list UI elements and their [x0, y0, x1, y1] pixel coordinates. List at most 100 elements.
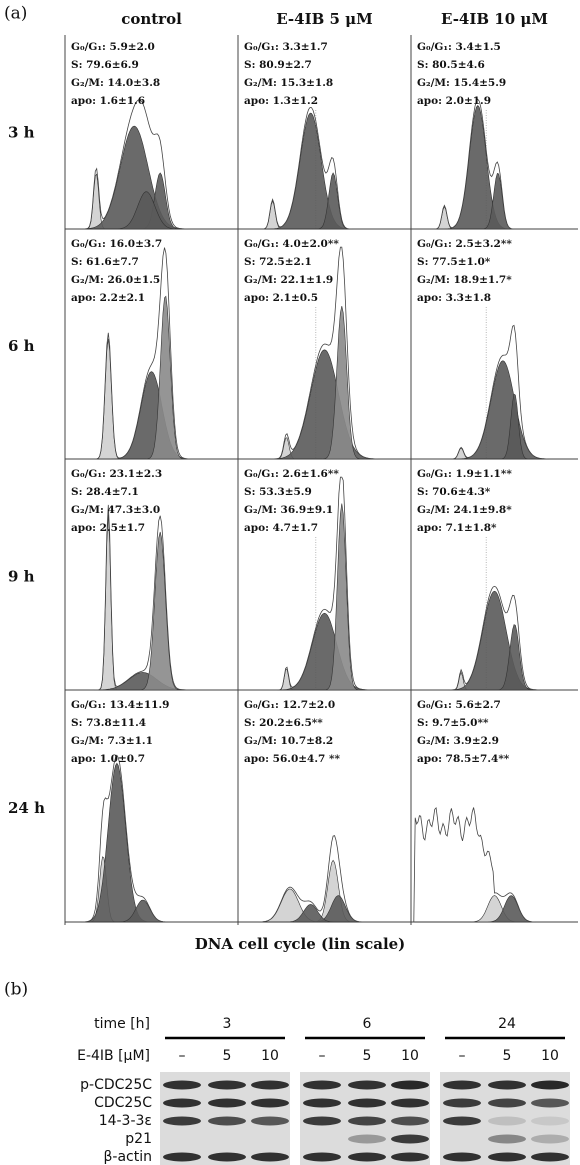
cell-stat: G₂/M: 36.9±9.1 [244, 504, 333, 516]
cell-stat: G₂/M: 18.9±1.7* [417, 274, 512, 286]
histogram-fill [411, 896, 578, 922]
cell-stat: S: 53.3±5.9 [244, 486, 312, 498]
cell-stat: G₀/G₁: 5.6±2.7 [417, 699, 501, 711]
histogram-fill [238, 860, 411, 922]
blot-band [208, 1153, 246, 1162]
figure: (a) DNA cell cycle (lin scale) (b) time … [0, 0, 580, 1165]
cell-stat: G₂/M: 24.1±9.8* [417, 504, 512, 516]
dose-value: 10 [401, 1048, 419, 1064]
dose-value: – [459, 1048, 466, 1064]
blot-band [348, 1117, 386, 1126]
blot-band [443, 1081, 481, 1090]
blot-band [348, 1081, 386, 1090]
cell-stat: S: 70.6±4.3* [417, 486, 491, 498]
blot-band [391, 1117, 429, 1126]
cell-stat: S: 72.5±2.1 [244, 256, 312, 268]
cell-stat: apo: 7.1±1.8* [417, 522, 497, 534]
blot-band [303, 1117, 341, 1126]
protein-label: p-CDC25C [80, 1077, 152, 1093]
cell-stat: apo: 2.5±1.7 [71, 522, 145, 534]
histogram-fill [411, 361, 578, 459]
cell-stat: G₀/G₁: 2.5±3.2** [417, 238, 512, 250]
histogram-outline [65, 755, 238, 922]
cell-stat: apo: 78.5±7.4** [417, 753, 510, 765]
cell-stat: apo: 56.0±4.7 ** [244, 753, 340, 765]
blot-band [531, 1117, 569, 1126]
column-header: E-4IB 5 μM [276, 10, 373, 28]
blot-band [531, 1135, 569, 1144]
dose-value: 5 [223, 1048, 232, 1064]
cell-stat: G₀/G₁: 3.3±1.7 [244, 41, 328, 53]
cell-stat: G₀/G₁: 2.6±1.6** [244, 468, 339, 480]
time-value: 6 [363, 1016, 372, 1032]
blot-band [163, 1117, 201, 1126]
histogram-fill [411, 173, 578, 229]
cell-stat: S: 61.6±7.7 [71, 256, 139, 268]
cell-stat: apo: 2.0±1.9 [417, 95, 491, 107]
blot-band [208, 1099, 246, 1108]
blot-band [443, 1099, 481, 1108]
protein-label: p21 [125, 1131, 152, 1147]
dose-value: 5 [363, 1048, 372, 1064]
blot-band [163, 1099, 201, 1108]
protein-label: β-actin [103, 1149, 152, 1165]
cell-stat: G₂/M: 15.4±5.9 [417, 77, 506, 89]
histogram-fill [65, 532, 238, 690]
cell-stat: apo: 2.1±0.5 [244, 292, 318, 304]
cell-stat: S: 77.5±1.0* [417, 256, 491, 268]
panel-label: (b) [4, 980, 28, 1000]
cell-stat: G₂/M: 7.3±1.1 [71, 735, 153, 747]
blot-band [443, 1153, 481, 1162]
cell-stat: apo: 1.6±1.6 [71, 95, 145, 107]
x-axis-label: DNA cell cycle (lin scale) [195, 935, 406, 953]
cell-stat: apo: 4.7±1.7 [244, 522, 318, 534]
cell-stat: G₂/M: 14.0±3.8 [71, 77, 160, 89]
cell-stat: G₂/M: 10.7±8.2 [244, 735, 333, 747]
blot-band [251, 1153, 289, 1162]
dose-value: 10 [261, 1048, 279, 1064]
protein-label: 14-3-3ε [99, 1113, 152, 1129]
cell-stat: apo: 1.0±0.7 [71, 753, 145, 765]
blot-band [303, 1153, 341, 1162]
histogram-fill [238, 613, 411, 690]
blot-band [391, 1081, 429, 1090]
cell-stat: apo: 3.3±1.8 [417, 292, 491, 304]
blot-band [303, 1099, 341, 1108]
treatment-label: E-4IB [μM] [77, 1048, 150, 1064]
blot-band [391, 1099, 429, 1108]
cell-stat: apo: 1.3±1.2 [244, 95, 318, 107]
row-label: 24 h [8, 799, 45, 817]
cell-stat: G₀/G₁: 13.4±11.9 [71, 699, 169, 711]
cell-stat: G₀/G₁: 4.0±2.0** [244, 238, 339, 250]
cell-stat: S: 28.4±7.1 [71, 486, 139, 498]
row-label: 6 h [8, 337, 35, 355]
blot-band [488, 1117, 526, 1126]
dose-value: – [179, 1048, 186, 1064]
cell-stat: G₂/M: 15.3±1.8 [244, 77, 333, 89]
cell-stat: apo: 2.2±2.1 [71, 292, 145, 304]
cell-stat: G₀/G₁: 3.4±1.5 [417, 41, 501, 53]
panel-label: (a) [4, 4, 27, 24]
blot-band [531, 1153, 569, 1162]
cell-stat: G₀/G₁: 23.1±2.3 [71, 468, 162, 480]
column-header: control [121, 10, 182, 28]
histogram-fill [65, 763, 238, 922]
blot-band [531, 1081, 569, 1090]
cell-stat: G₀/G₁: 1.9±1.1** [417, 468, 512, 480]
blot-band [488, 1153, 526, 1162]
cell-stat: G₂/M: 47.3±3.0 [71, 504, 160, 516]
histogram-fill [411, 591, 578, 690]
histogram-fill [65, 372, 238, 459]
blot-band [348, 1099, 386, 1108]
cell-stat: G₂/M: 3.9±2.9 [417, 735, 499, 747]
blot-band [251, 1117, 289, 1126]
blot-band [251, 1081, 289, 1090]
dose-value: – [319, 1048, 326, 1064]
cell-stat: G₂/M: 22.1±1.9 [244, 274, 333, 286]
dose-value: 5 [503, 1048, 512, 1064]
cell-stat: S: 9.7±5.0** [417, 717, 489, 729]
blot-band [208, 1117, 246, 1126]
time-label: time [h] [94, 1016, 150, 1032]
histogram-fill [238, 350, 411, 459]
blot-band [163, 1153, 201, 1162]
